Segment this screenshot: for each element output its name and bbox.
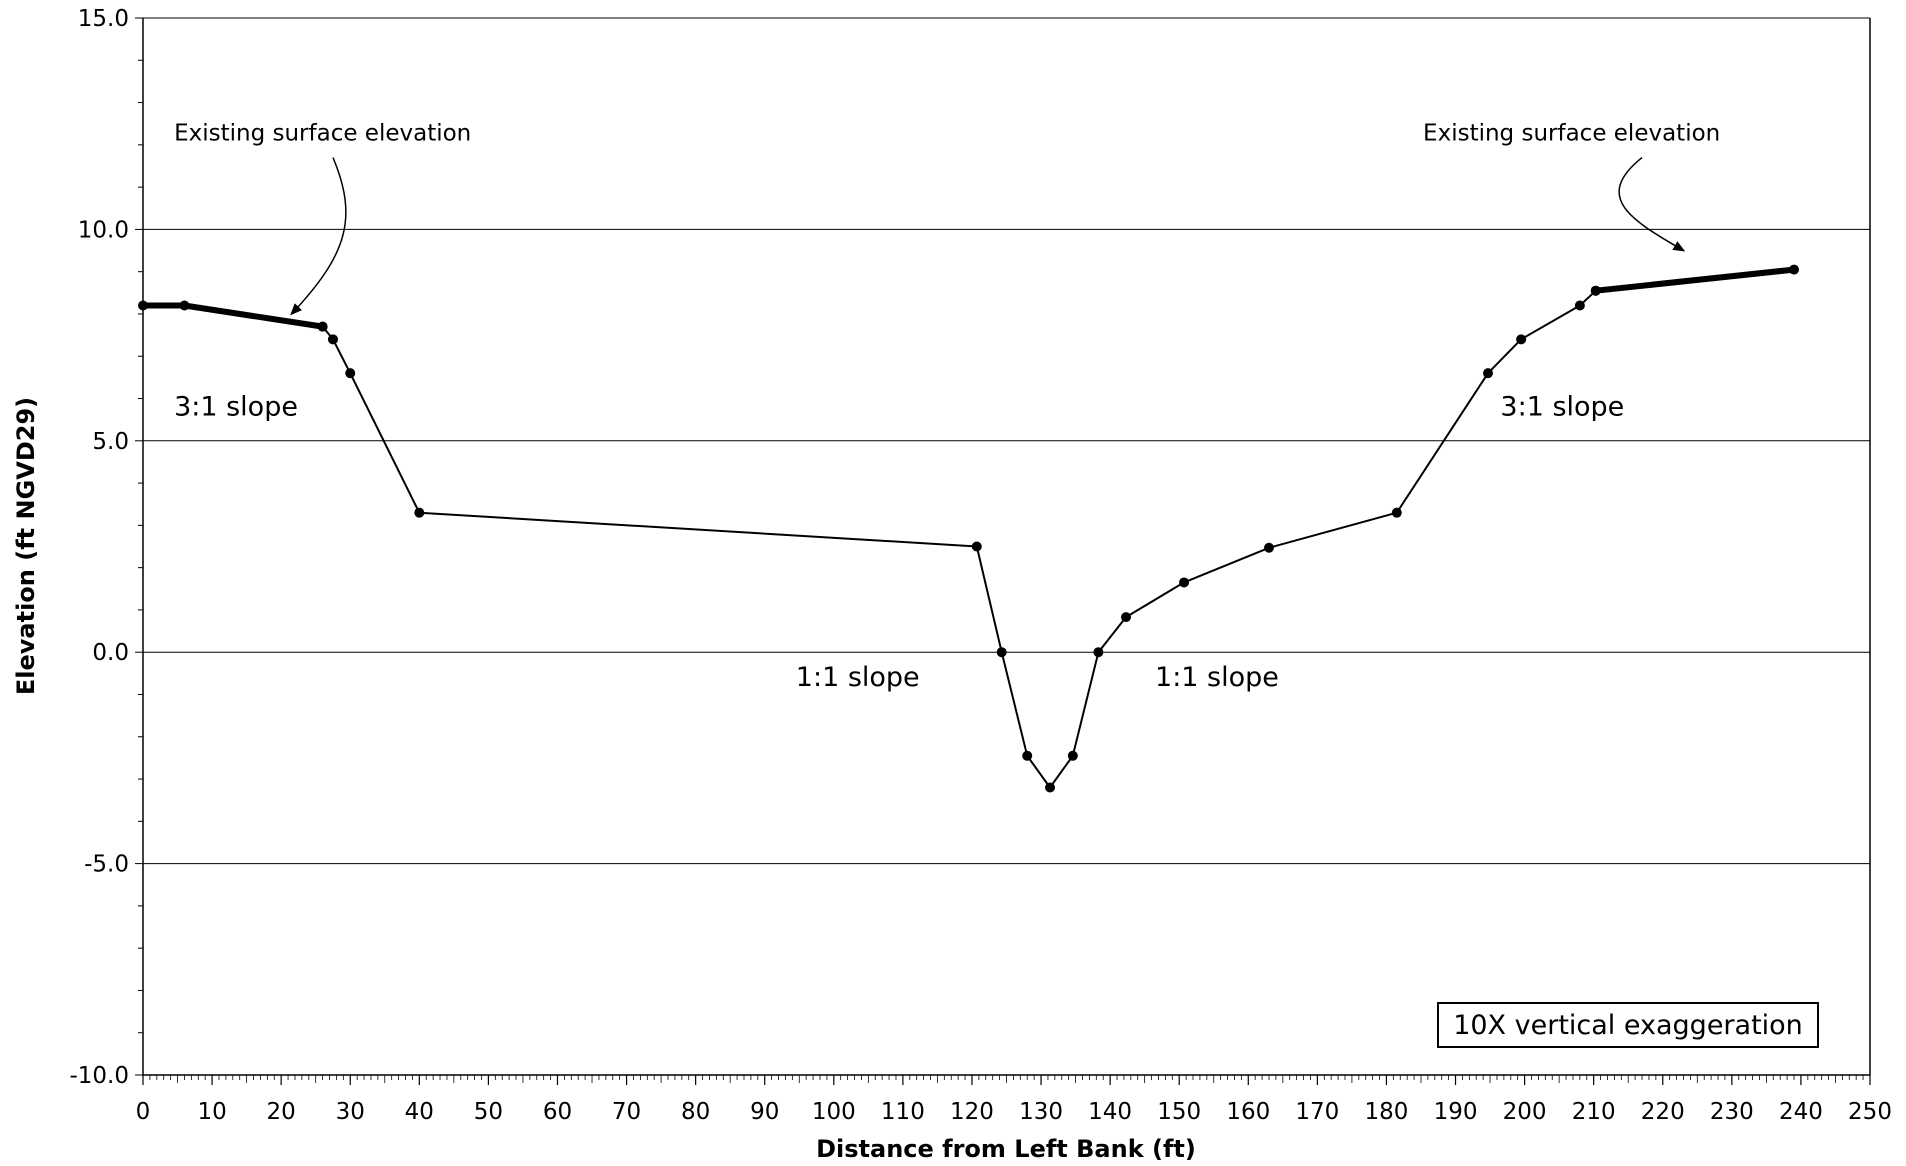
data-point (1022, 750, 1033, 761)
data-point (1067, 750, 1078, 761)
y-axis-title: Elevation (ft NGVD29) (12, 397, 40, 695)
data-point (971, 541, 982, 552)
data-point (317, 321, 328, 332)
x-tick-label: 160 (1226, 1099, 1270, 1125)
annotations: Existing surface elevation Existing surf… (174, 121, 1720, 693)
series-line-existing-right (1592, 266, 1797, 294)
data-point (138, 300, 148, 311)
data-point (1264, 542, 1275, 553)
y-tick-label: 10.0 (78, 217, 129, 243)
data-point (1516, 334, 1527, 345)
data-point (327, 334, 338, 345)
data-point (1045, 782, 1056, 793)
data-point (1574, 300, 1585, 311)
x-tick-label: 170 (1295, 1099, 1339, 1125)
data-point (1093, 647, 1104, 658)
annotation-existing-left: Existing surface elevation (174, 121, 471, 147)
x-tick-label: 40 (405, 1099, 434, 1125)
data-point (996, 647, 1007, 658)
x-tick-label: 60 (543, 1099, 572, 1125)
annotation-slope-left: 3:1 slope (174, 391, 298, 422)
ticks: -10.0 -5.0 0.0 5.0 10.0 15.0 0 10 20 30 40 50 60 70 80… (69, 6, 1891, 1125)
note-box-frame (1437, 1002, 1819, 1048)
annotation-slope-mid-right: 1:1 slope (1155, 662, 1279, 693)
annotation-arrow-existing-right (1618, 156, 1686, 252)
data-point (414, 507, 425, 518)
x-tick-label: 140 (1088, 1099, 1132, 1125)
annotation-slope-right: 3:1 slope (1500, 391, 1624, 422)
x-tick-label: 210 (1572, 1099, 1616, 1125)
x-tick-label: 150 (1157, 1099, 1201, 1125)
x-tick-label: 50 (474, 1099, 503, 1125)
y-tick-label: -10.0 (69, 1063, 129, 1089)
x-tick-label: 130 (1019, 1099, 1063, 1125)
y-tick-label: 5.0 (92, 429, 129, 455)
data-point (1789, 264, 1800, 275)
data-point (179, 300, 190, 311)
y-tick-label: -5.0 (84, 852, 129, 878)
grid-lines (143, 17, 1870, 865)
note-box: 10X vertical exaggeration (1437, 1002, 1819, 1048)
data-point (1590, 285, 1601, 296)
x-tick-label: 30 (336, 1099, 365, 1125)
annotation-existing-right: Existing surface elevation (1423, 121, 1720, 147)
x-tick-label: 180 (1364, 1099, 1408, 1125)
x-tick-label: 90 (750, 1099, 779, 1125)
x-tick-label: 200 (1503, 1099, 1547, 1125)
x-tick-label: 10 (197, 1099, 226, 1125)
x-tick-label: 110 (881, 1099, 925, 1125)
annotation-slope-mid-left: 1:1 slope (796, 662, 920, 693)
x-tick-label: 0 (136, 1099, 151, 1125)
x-tick-label: 80 (681, 1099, 710, 1125)
x-tick-label: 190 (1434, 1099, 1478, 1125)
plot-area (143, 18, 1870, 1075)
x-axis-title: Distance from Left Bank (ft) (816, 1135, 1196, 1163)
data-point (1179, 577, 1190, 588)
data-point (1482, 368, 1493, 379)
annotation-arrow-existing-left (290, 157, 347, 316)
x-tick-label: 20 (267, 1099, 296, 1125)
x-tick-label: 100 (812, 1099, 856, 1125)
x-tick-label: 240 (1779, 1099, 1823, 1125)
x-tick-label: 230 (1710, 1099, 1754, 1125)
data-point (345, 368, 356, 379)
note-box-text: 10X vertical exaggeration (1453, 1010, 1803, 1041)
x-tick-label: 220 (1641, 1099, 1685, 1125)
x-tick-label: 250 (1848, 1099, 1892, 1125)
data-points (138, 264, 1800, 793)
x-tick-label: 120 (950, 1099, 994, 1125)
y-tick-label: 15.0 (78, 6, 129, 32)
y-tick-label: 0.0 (92, 640, 129, 666)
x-tick-label: 70 (612, 1099, 641, 1125)
data-point (1391, 507, 1402, 518)
data-point (1121, 612, 1132, 623)
series-line-design-section (321, 289, 1597, 789)
